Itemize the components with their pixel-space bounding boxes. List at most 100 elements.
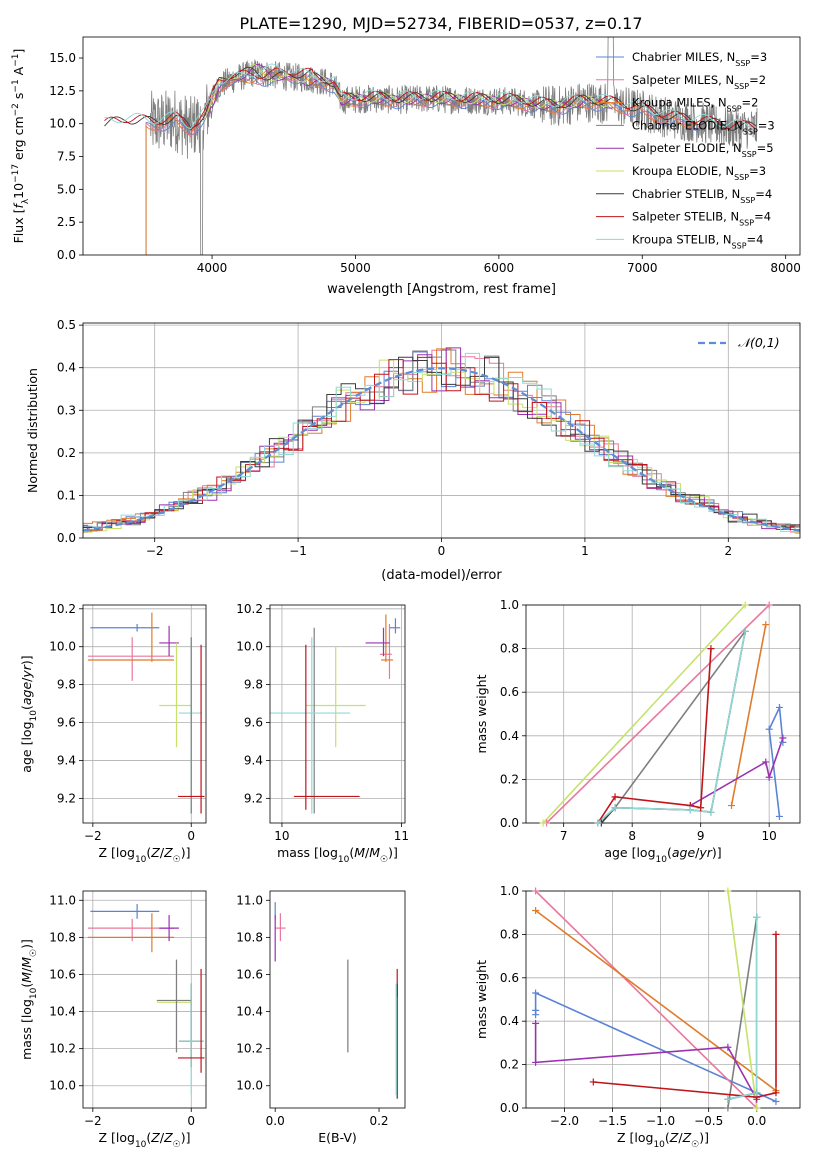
weight-line-salpeter-miles [535, 891, 758, 1108]
weight-vs-age-panel: 7 8 9 10 0.0 0.2 0.4 0.6 0.8 1.0 age [log10(age/yr… [474, 598, 801, 865]
legend-label-chabrier-miles: Chabrier MILES, NSSP=3 [632, 50, 767, 68]
y-tick-label: 0.6 [500, 685, 519, 699]
y-tick-label: 11.0 [49, 893, 76, 907]
x-tick-label: 1 [581, 544, 589, 558]
x-tick-label: −2 [84, 1114, 102, 1128]
x-tick-label: 10 [274, 829, 289, 843]
weight-marker-kroupa-stelib [707, 808, 715, 816]
y-tick-label: 0.0 [57, 248, 76, 262]
y-tick-label: 9.6 [244, 716, 263, 730]
weight-marker-kroupa-stelib [594, 819, 602, 827]
y-tick-label: 9.2 [244, 791, 263, 805]
weight-marker-salpeter-stelib [611, 793, 619, 801]
weight-marker-salpeter-miles [765, 601, 773, 609]
x-tick-label: 0.0 [266, 1114, 285, 1128]
y-tick-label: 0.8 [500, 927, 519, 941]
weight-marker-chabrier-miles [532, 989, 540, 997]
legend-label-chabrier-stelib: Chabrier STELIB, NSSP=4 [632, 187, 772, 205]
weight-marker-salpeter-stelib [772, 1089, 780, 1097]
model-spectrum-salpeter-stelib [104, 67, 757, 131]
y-tick-label: 10.0 [49, 1079, 76, 1093]
y-tick-label: 11.0 [236, 893, 263, 907]
x-axis-label: age [log10(age/yr)] [604, 845, 721, 865]
y-tick-label: 0.3 [57, 403, 76, 417]
x-tick-label: −1.5 [598, 1114, 627, 1128]
y-tick-label: 10.4 [236, 1005, 263, 1019]
y-tick-label: 10.2 [49, 1042, 76, 1056]
x-tick-label: 9 [697, 829, 705, 843]
model-spectrum-kroupa-stelib [104, 63, 757, 130]
normal-distribution-curve [83, 367, 800, 532]
x-axis-label: Z [log10(Z/Z☉)] [98, 1130, 190, 1150]
weight-line-chabrier-elodie [727, 916, 758, 1108]
histogram-chabrier-stelib [83, 356, 800, 532]
weight-marker-kroupa-stelib [611, 804, 619, 812]
x-tick-label: −1 [289, 544, 307, 558]
weight-marker-salpeter-miles [532, 887, 540, 895]
weight-marker-salpeter-elodie [532, 1058, 540, 1066]
axes-frame [269, 890, 406, 1109]
weight-marker-kroupa-miles [728, 802, 735, 810]
y-tick-label: 1.0 [500, 598, 519, 612]
y-tick-label: 1.0 [500, 884, 519, 898]
x-tick-label: 5000 [340, 261, 371, 275]
mass-vs-metallicity-panel: −2 0 10.0 10.2 10.4 10.6 10.8 11.0 Z [log10(Z/Z☉… [19, 890, 207, 1150]
x-axis-label: Z [log10(Z/Z☉)] [98, 845, 190, 865]
grid [270, 605, 405, 823]
figure-title: PLATE=1290, MJD=52734, FIBERID=0537, z=0… [239, 14, 642, 33]
plot-area [274, 902, 398, 1099]
y-tick-label: 9.6 [57, 716, 76, 730]
y-tick-label: 10.2 [236, 602, 263, 616]
weight-marker-salpeter-elodie [779, 734, 787, 742]
y-tick-label: 12.5 [49, 84, 76, 98]
axes-frame [82, 322, 801, 539]
legend: 𝒩(0,1) [698, 335, 780, 350]
weight-vs-metallicity-panel: −2.0 −1.5 −1.0 −0.5 0.0 0.0 0.2 0.4 0.6 0.8 1.0 Z [… [474, 884, 801, 1150]
weight-line-salpeter-elodie [689, 737, 784, 807]
y-tick-label: 0.2 [500, 1058, 519, 1072]
x-axis-label: E(B-V) [318, 1130, 357, 1145]
axes-frame [269, 604, 406, 824]
legend-label-normal: 𝒩(0,1) [738, 335, 780, 350]
model-spectrum-kroupa-miles [145, 69, 700, 255]
weight-line-kroupa-miles [535, 909, 777, 1092]
x-tick-label: 2 [724, 544, 732, 558]
legend-label-chabrier-elodie: Chabrier ELODIE, NSSP=3 [632, 118, 775, 136]
plot-area [542, 605, 784, 823]
weight-marker-kroupa-stelib [753, 913, 761, 921]
legend-label-kroupa-stelib: Kroupa STELIB, NSSP=4 [632, 232, 763, 250]
y-tick-label: 10.2 [49, 602, 76, 616]
weight-marker-kroupa-stelib [741, 627, 749, 635]
plot-area [87, 612, 205, 814]
y-axis-label: age [log10(age/yr)] [19, 655, 39, 772]
axes-frame [82, 890, 207, 1109]
y-tick-label: 10.6 [236, 967, 263, 981]
x-tick-label: 7 [560, 829, 568, 843]
weight-marker-kroupa-miles [532, 907, 540, 915]
x-axis-label: wavelength [Angstrom, rest frame] [327, 282, 556, 297]
y-tick-label: 10.4 [49, 1005, 76, 1019]
weight-marker-kroupa-stelib [686, 806, 694, 814]
weight-line-kroupa-elodie [727, 891, 758, 1108]
y-tick-label: 10.8 [49, 930, 76, 944]
x-tick-label: 0.0 [747, 1114, 766, 1128]
weight-marker-kroupa-elodie [539, 819, 547, 827]
weight-marker-kroupa-miles [762, 621, 770, 629]
y-axis-label: Flux [fλ10−17 erg cm−2 s−1 A−1] [11, 49, 31, 244]
y-tick-label: 7.5 [57, 150, 76, 164]
y-tick-label: 5.0 [57, 182, 76, 196]
grid [526, 890, 800, 1109]
weight-marker-salpeter-elodie [762, 758, 770, 766]
weight-marker-kroupa-elodie [724, 887, 732, 895]
axes-frame [82, 36, 801, 256]
y-axis-label: Normed distribution [25, 368, 40, 493]
plot-area [83, 347, 800, 534]
weight-line-salpeter-elodie [534, 1023, 758, 1100]
y-tick-label: 0.2 [57, 446, 76, 460]
y-tick-label: 10.0 [49, 117, 76, 131]
x-tick-label: −2 [84, 829, 102, 843]
x-tick-label: 6000 [484, 261, 515, 275]
weight-line-chabrier-elodie [597, 630, 746, 823]
mass-vs-ebv-panel: 0.0 0.2 10.0 10.2 10.4 10.6 10.8 11.0 E(B-V) [236, 890, 406, 1145]
